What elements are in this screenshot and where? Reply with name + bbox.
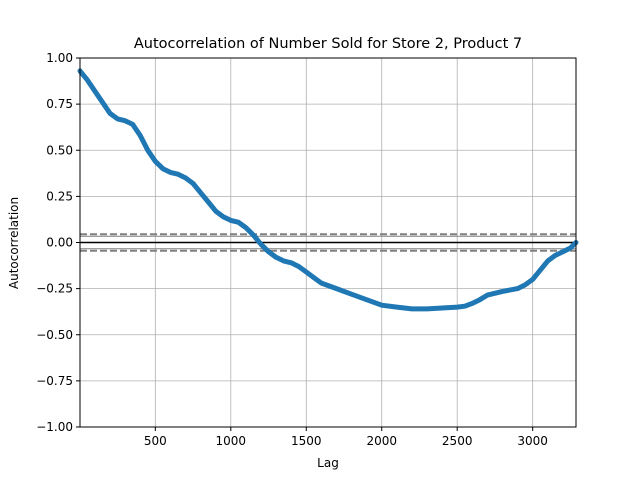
y-tick-label: 0.00 <box>46 236 73 250</box>
x-tick-label: 1000 <box>216 434 247 448</box>
x-tick-label: 500 <box>144 434 167 448</box>
y-tick-label: −0.50 <box>36 328 73 342</box>
x-tick-label: 2500 <box>442 434 473 448</box>
confidence-band <box>80 233 576 252</box>
x-axis-label: Lag <box>317 456 339 470</box>
y-tick-label: 0.50 <box>46 143 73 157</box>
y-tick-label: −0.25 <box>36 282 73 296</box>
y-ticks: −1.00 −0.75 −0.50 −0.25 0.00 0.25 0.50 0.75 1.00 <box>36 51 80 434</box>
x-tick-label: 1500 <box>291 434 322 448</box>
y-tick-label: 0.25 <box>46 189 73 203</box>
series-group <box>77 68 579 312</box>
x-tick-label: 3000 <box>517 434 548 448</box>
autocorrelation-line <box>77 68 579 312</box>
y-tick-label: 0.75 <box>46 97 73 111</box>
x-ticks: 500 1000 1500 2000 2500 3000 <box>144 427 548 448</box>
y-tick-label: −0.75 <box>36 374 73 388</box>
y-axis-label: Autocorrelation <box>7 197 21 289</box>
y-tick-label: −1.00 <box>36 420 73 434</box>
x-tick-label: 2000 <box>366 434 397 448</box>
y-tick-label: 1.00 <box>46 51 73 65</box>
chart-title: Autocorrelation of Number Sold for Store… <box>134 36 522 52</box>
